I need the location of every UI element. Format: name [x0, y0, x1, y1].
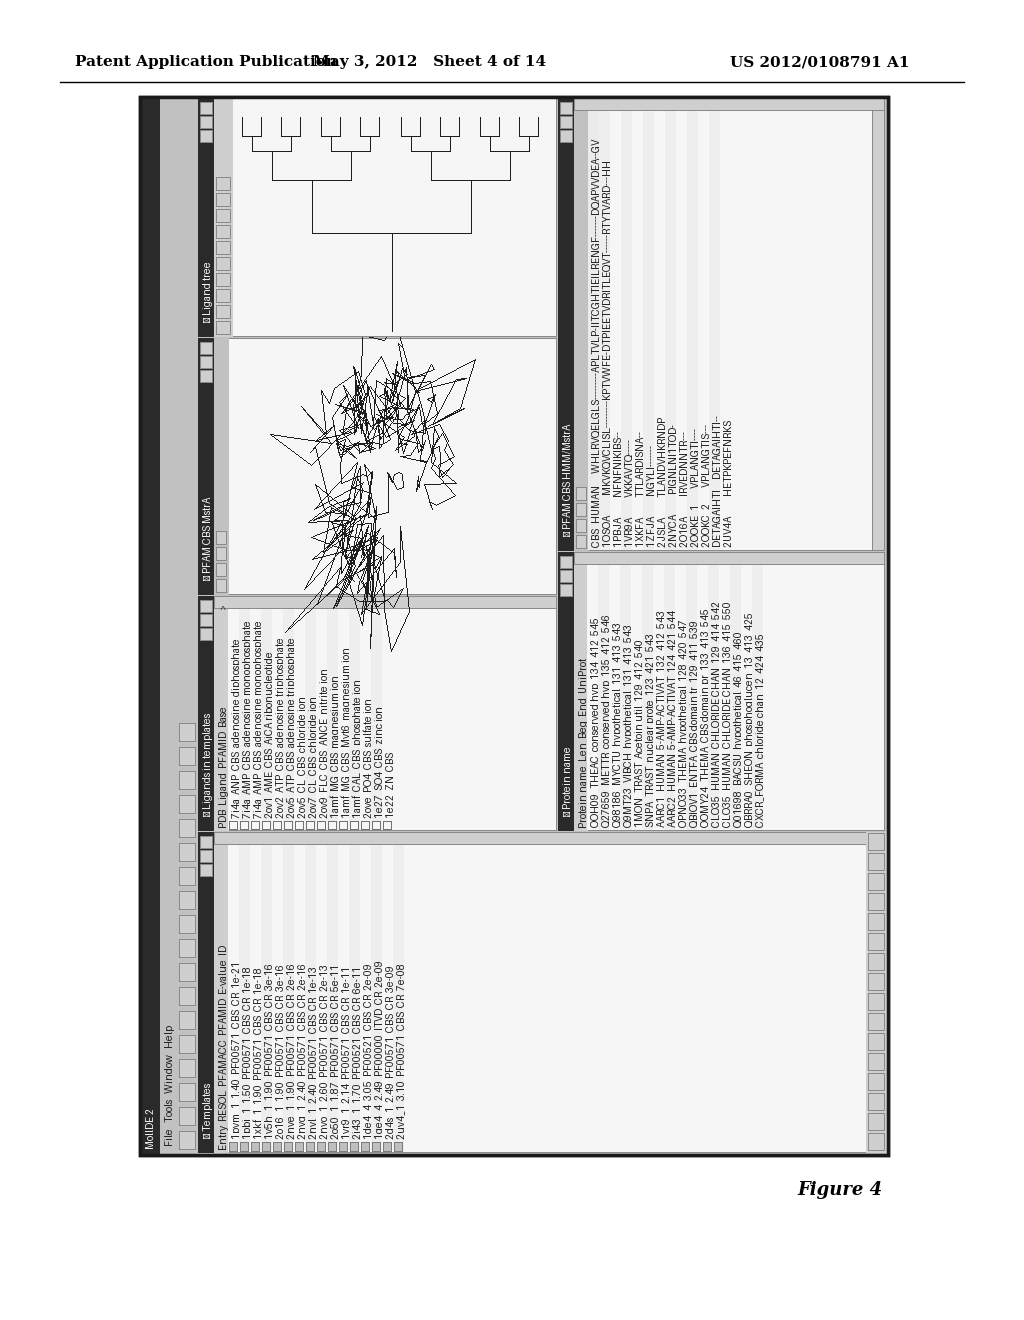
- Bar: [140, 96, 888, 1155]
- Bar: [140, 96, 888, 1155]
- Text: Figure 4: Figure 4: [798, 1181, 883, 1199]
- Text: Patent Application Publication: Patent Application Publication: [75, 55, 337, 69]
- Text: May 3, 2012   Sheet 4 of 14: May 3, 2012 Sheet 4 of 14: [313, 55, 547, 69]
- Text: US 2012/0108791 A1: US 2012/0108791 A1: [730, 55, 909, 69]
